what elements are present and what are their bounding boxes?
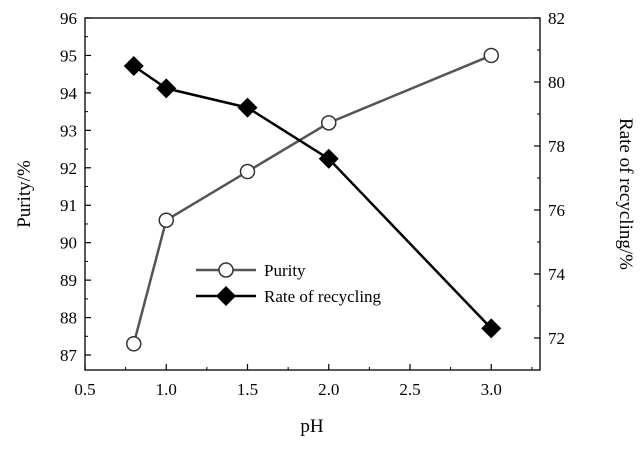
- purity-point: [126, 336, 142, 352]
- left-y-tick-label: 95: [60, 46, 77, 65]
- legend-marker-recycling: [216, 286, 236, 306]
- purity-point: [239, 163, 256, 180]
- x-tick-label: 2.5: [399, 380, 420, 399]
- left-y-tick-label: 94: [60, 84, 78, 103]
- left-y-tick-label: 96: [60, 9, 77, 28]
- x-axis-ticks: 0.5 1.0 1.5 2.0 2.5 3.0: [74, 364, 533, 399]
- left-y-axis-ticks: 87 88 89 90 91 92 93 94 95 96: [60, 9, 91, 365]
- right-y-tick-label: 78: [548, 137, 565, 156]
- left-y-tick-label: 92: [60, 159, 77, 178]
- x-axis-label: pH: [300, 416, 324, 437]
- right-y-tick-label: 72: [548, 329, 565, 348]
- right-y-tick-label: 74: [548, 265, 566, 284]
- recycling-point: [318, 148, 339, 169]
- left-y-tick-label: 91: [60, 196, 77, 215]
- recycling-point: [481, 318, 502, 339]
- recycling-point: [123, 56, 144, 76]
- x-tick-label: 0.5: [74, 380, 95, 399]
- right-y-axis-ticks: 72 74 76 78 80 82: [534, 9, 566, 371]
- recycling-point: [156, 78, 177, 99]
- legend: Purity Rate of recycling: [196, 261, 382, 306]
- purity-point: [483, 47, 499, 64]
- left-y-tick-label: 89: [60, 271, 77, 290]
- left-y-tick-label: 90: [60, 234, 77, 253]
- left-y-axis-label: Purity/%: [14, 160, 35, 228]
- purity-point: [321, 115, 337, 131]
- recycling-point: [237, 97, 258, 118]
- left-y-tick-label: 93: [60, 121, 77, 140]
- right-y-tick-label: 76: [548, 201, 565, 220]
- right-y-tick-label: 80: [548, 73, 565, 92]
- legend-label-recycling: Rate of recycling: [264, 287, 382, 306]
- left-y-tick-label: 88: [60, 309, 77, 328]
- x-tick-label: 1.0: [156, 380, 177, 399]
- x-tick-label: 2.0: [318, 380, 339, 399]
- legend-marker-purity: [218, 262, 234, 278]
- legend-label-purity: Purity: [264, 261, 306, 280]
- series-layer: [123, 47, 502, 352]
- right-y-tick-label: 82: [548, 9, 565, 28]
- plot-frame: [84, 17, 541, 371]
- purity-point: [158, 212, 174, 228]
- x-tick-label: 3.0: [481, 380, 502, 399]
- left-y-tick-label: 87: [60, 346, 78, 365]
- x-tick-label: 1.5: [237, 380, 258, 399]
- right-y-axis-label: Rate of recycling/%: [615, 118, 636, 270]
